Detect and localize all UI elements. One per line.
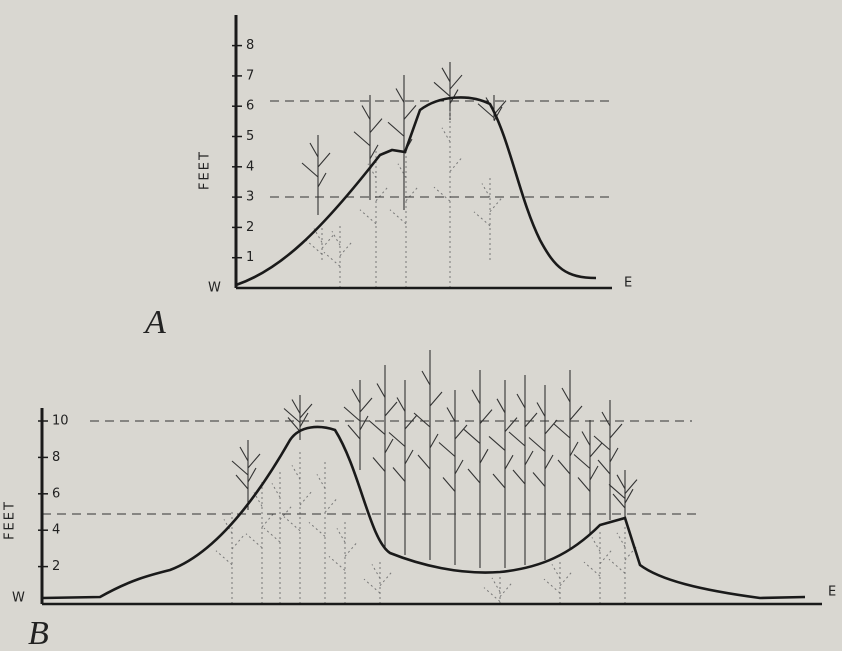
- page: W E FEET A W E FEET B 12345678246810 (()…: [0, 0, 842, 651]
- tick-label: 4: [246, 159, 254, 174]
- tree: [246, 480, 274, 604]
- tree: [509, 375, 537, 565]
- tree: [609, 525, 637, 604]
- panel-letter: A: [143, 304, 166, 341]
- tree: [388, 75, 416, 210]
- tree: [584, 530, 612, 604]
- tree: [474, 175, 502, 260]
- tree: [434, 62, 462, 120]
- tree: [306, 225, 334, 260]
- tick-label: 2: [246, 220, 254, 235]
- tick-label: 1: [246, 250, 254, 265]
- tree: [414, 350, 442, 560]
- tree: [309, 460, 337, 604]
- tick-label: 3: [246, 190, 254, 205]
- west-label: W: [208, 281, 221, 296]
- tree: [529, 385, 557, 560]
- east-label: E: [828, 585, 836, 600]
- tree: [574, 420, 602, 535]
- axis-label: FEET: [198, 150, 213, 190]
- tree: [232, 440, 260, 510]
- tick-label: 8: [52, 450, 60, 465]
- tree: [544, 560, 572, 604]
- tree: [360, 150, 388, 288]
- west-label: W: [12, 591, 25, 606]
- panel-a: W E FEET A: [143, 15, 632, 341]
- tree: [484, 575, 512, 604]
- east-label: E: [624, 276, 632, 291]
- tree: [324, 225, 352, 288]
- dune-profile: [42, 427, 805, 598]
- tick-label: 10: [52, 414, 69, 429]
- tree: [264, 470, 292, 604]
- tree: [609, 470, 637, 518]
- figure: W E FEET A W E FEET B 1 2 3 4 5 6 7 8 2 4 6 8 10: [0, 0, 842, 651]
- axis-label: FEET: [3, 500, 18, 540]
- panel-letter: B: [28, 615, 49, 651]
- tree: [302, 135, 330, 215]
- tree: [554, 370, 582, 550]
- tick-label: 6: [52, 486, 60, 501]
- tick-label: 2: [52, 559, 60, 574]
- tree: [464, 370, 492, 568]
- tree: [439, 390, 467, 565]
- tick-label: 8: [246, 38, 254, 53]
- tree: [369, 365, 397, 550]
- tick-label: 4: [52, 523, 60, 538]
- tick-label: 7: [246, 68, 254, 83]
- tree: [489, 380, 517, 568]
- tree: [364, 560, 392, 604]
- tree: [594, 400, 622, 520]
- trees: [216, 62, 637, 604]
- dune-profile: [236, 97, 596, 285]
- tree: [284, 450, 312, 604]
- tree: [329, 520, 357, 604]
- tick-label: 5: [246, 129, 254, 144]
- tree: [434, 110, 462, 288]
- panel-b: W E FEET B: [3, 408, 837, 651]
- tick-label: 6: [246, 99, 254, 114]
